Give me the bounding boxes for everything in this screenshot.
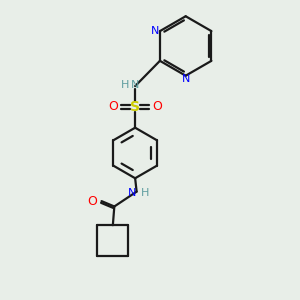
Text: H: H	[121, 80, 129, 90]
Text: O: O	[152, 100, 162, 113]
Text: N: N	[128, 188, 136, 198]
Text: N: N	[151, 26, 160, 36]
Text: N: N	[182, 74, 190, 84]
Text: H: H	[141, 188, 150, 198]
Text: S: S	[130, 100, 140, 114]
Text: O: O	[108, 100, 118, 113]
Text: O: O	[87, 195, 97, 208]
Text: N: N	[131, 80, 139, 90]
